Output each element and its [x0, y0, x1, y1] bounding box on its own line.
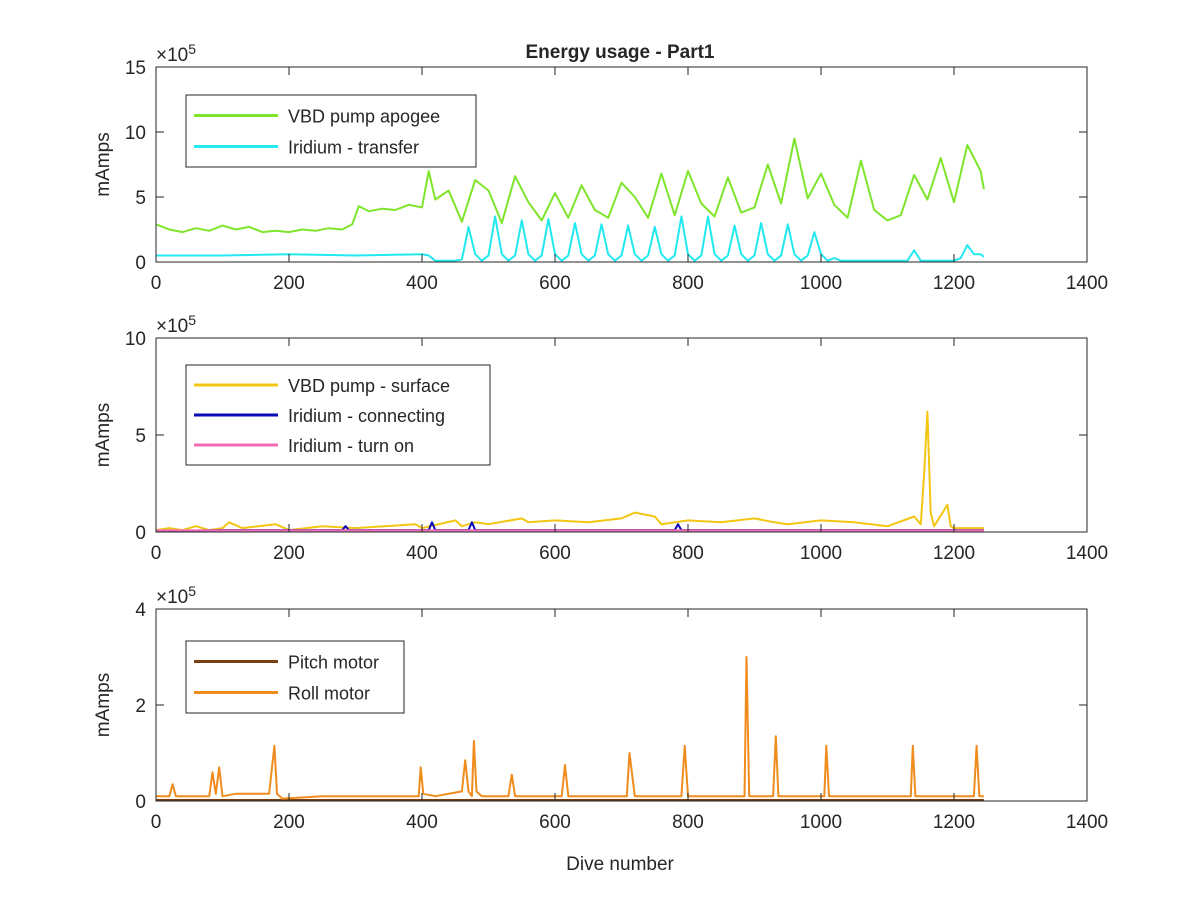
y-tick-label: 15: [125, 58, 146, 79]
legend-label: Iridium - turn on: [288, 436, 414, 456]
y-axis-label: mAmps: [93, 673, 114, 737]
x-tick-label: 400: [406, 543, 438, 564]
x-tick-label: 600: [539, 543, 571, 564]
x-tick-label: 1000: [800, 812, 842, 833]
x-tick-label: 200: [273, 812, 305, 833]
legend-label: VBD pump - surface: [288, 376, 450, 396]
x-tick-label: 1000: [800, 543, 842, 564]
legend-label: Iridium - transfer: [288, 138, 419, 158]
x-tick-label: 200: [273, 273, 305, 294]
y-tick-label: 0: [135, 792, 146, 813]
y-axis-label: mAmps: [93, 132, 114, 196]
legend-label: Roll motor: [288, 684, 370, 704]
series-line-2: [156, 215, 985, 262]
y-tick-label: 10: [125, 329, 146, 350]
x-tick-label: 800: [672, 273, 704, 294]
x-tick-label: 0: [151, 543, 162, 564]
y-tick-label: 4: [135, 600, 146, 621]
axes-box: [155, 66, 1088, 263]
figure-xlabel: Dive number: [566, 854, 674, 875]
x-tick-label: 1400: [1066, 812, 1108, 833]
legend-label: Pitch motor: [288, 653, 379, 673]
y-exponent-label: ×105: [156, 41, 196, 66]
x-tick-label: 400: [406, 273, 438, 294]
y-tick-label: 0: [135, 253, 146, 274]
x-tick-label: 1000: [800, 273, 842, 294]
legend-label: Iridium - connecting: [288, 406, 445, 426]
y-tick-label: 0: [135, 523, 146, 544]
x-tick-label: 1200: [933, 273, 975, 294]
y-exponent-label: ×105: [156, 583, 196, 608]
legend-box: [185, 94, 477, 168]
x-tick-label: 800: [672, 543, 704, 564]
y-exponent-label: ×105: [156, 312, 196, 337]
y-tick-label: 10: [125, 123, 146, 144]
panel-3: 0 200 400 600 800 1000 1200 1400 0 2 4 ×105 mAmps Pit…: [93, 583, 1108, 833]
legend-label: VBD pump apogee: [288, 107, 440, 127]
figure-title: Energy usage - Part1: [525, 42, 714, 63]
x-tick-label: 1200: [933, 543, 975, 564]
y-tick-label: 5: [135, 188, 146, 209]
series-line-1: [155, 410, 984, 532]
y-tick-label: 5: [135, 426, 146, 447]
x-tick-label: 0: [151, 273, 162, 294]
series-line-1: [155, 137, 985, 234]
x-tick-label: 600: [539, 273, 571, 294]
x-tick-label: 1400: [1066, 543, 1108, 564]
legend-box: [185, 640, 405, 714]
series-line-2: [156, 656, 984, 800]
x-tick-label: 0: [151, 812, 162, 833]
y-axis-label: mAmps: [93, 403, 114, 467]
y-tick-label: 2: [135, 696, 146, 717]
x-tick-label: 1200: [933, 812, 975, 833]
panel-2: 0 200 400 600 800 1000 1200 1400 0 5 10 ×105 mAmps VB…: [93, 312, 1108, 564]
x-tick-label: 400: [406, 812, 438, 833]
x-tick-label: 600: [539, 812, 571, 833]
x-tick-label: 800: [672, 812, 704, 833]
x-tick-label: 200: [273, 543, 305, 564]
panel-1: 0 200 400 600 800 1000 1200 1400 0 5 10 15 ×105 mAmps…: [93, 41, 1108, 294]
x-tick-label: 1400: [1066, 273, 1108, 294]
